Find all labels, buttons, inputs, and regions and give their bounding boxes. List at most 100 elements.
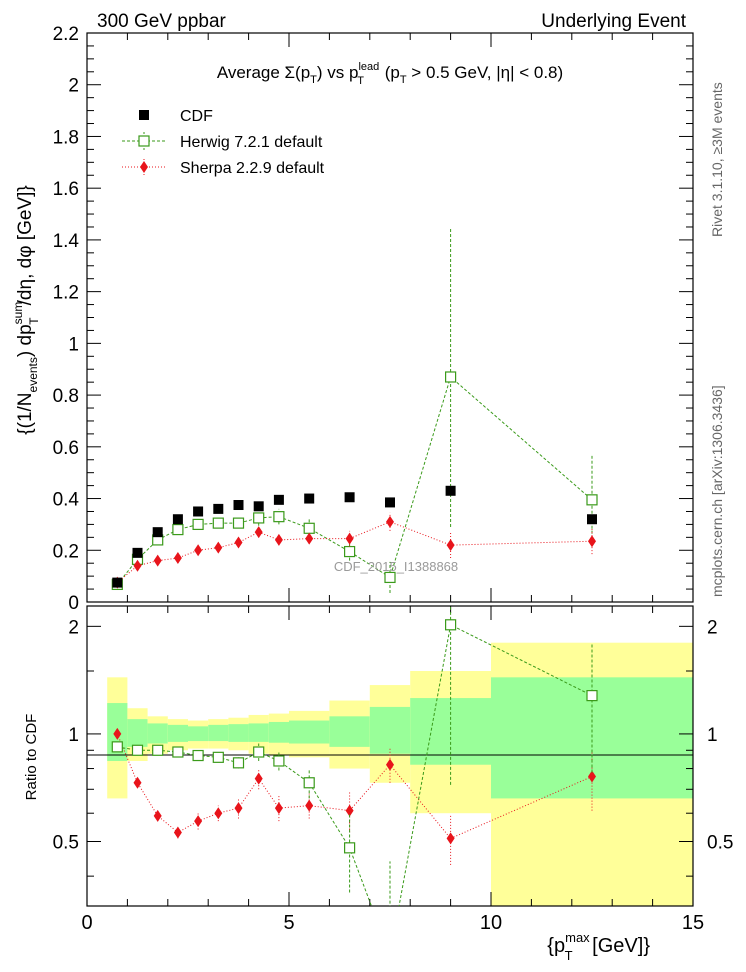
ratio-band-inner: [248, 723, 269, 742]
sherpa-point: [153, 809, 162, 822]
herwig-point: [344, 545, 356, 558]
ratio-xtick-label: 0: [81, 912, 92, 934]
x-axis-label: {pmax T [GeV]}: [547, 930, 650, 963]
legend-marker-herwig: [138, 135, 150, 147]
ratio-xtick-label: 15: [682, 912, 704, 934]
main-ytick-label: 0.4: [53, 490, 80, 511]
sherpa-point: [254, 526, 263, 539]
sherpa-point: [588, 535, 596, 548]
ratio-ylabel: Ratio to CDF: [23, 714, 40, 801]
herwig-point: [445, 619, 457, 631]
cdf-point: [213, 503, 224, 514]
ratio-band-inner: [208, 724, 229, 742]
ratio-ytick-label: 2: [68, 617, 79, 638]
main-ytick-label: 0.6: [53, 438, 79, 459]
sherpa-point: [133, 559, 142, 572]
legend-label-cdf: CDF: [180, 108, 213, 125]
sherpa-point: [345, 804, 354, 817]
ratio-band-inner: [188, 726, 209, 742]
legend-item-herwig: Herwig 7.2.1 default: [122, 132, 323, 151]
legend-item-cdf: CDF: [139, 108, 213, 125]
cdf-point: [172, 514, 183, 525]
sherpa-line: [116, 733, 593, 840]
cdf-point: [193, 506, 204, 517]
legend-label-sherpa: Sherpa 2.2.9 default: [180, 160, 325, 177]
herwig-point: [152, 744, 164, 756]
main-ytick-label: 2.2: [53, 24, 79, 45]
ratio-xtick-label: 5: [283, 912, 294, 934]
herwig-point: [212, 517, 224, 529]
herwig-point: [131, 744, 144, 756]
herwig-point: [232, 757, 245, 769]
main-ytick-label: 2: [68, 76, 79, 97]
sherpa-point: [173, 552, 182, 565]
herwig-point: [344, 842, 356, 854]
header-left: 300 GeV ppbar: [97, 11, 227, 32]
ratio-ytick-label: 0.5: [53, 833, 79, 854]
ratio-band-inner: [369, 706, 411, 754]
sherpa-point: [234, 536, 243, 549]
herwig-point: [172, 746, 184, 758]
main-ytick-label: 0.8: [53, 386, 79, 407]
main-ytick-label: 0.2: [53, 541, 79, 562]
sherpa-point: [386, 758, 394, 771]
ratio-ytick-label-right: 2: [707, 617, 718, 638]
ratio-band-inner: [268, 721, 289, 743]
sherpa-point: [214, 541, 223, 554]
sherpa-point: [386, 515, 394, 528]
cdf-point: [152, 527, 163, 538]
herwig-point: [273, 511, 285, 523]
main-ytick-label: 0: [68, 593, 79, 614]
sherpa-point: [274, 802, 283, 815]
sherpa-point: [194, 544, 203, 557]
main-ytick-label: 1.6: [53, 179, 79, 200]
legend-marker-cdf: [139, 110, 149, 120]
cdf-point: [233, 500, 244, 511]
main-panel: 0 0.2 0.4 0.6 0.8 1 1.2 1.4 1.6 1.8 2 2.2: [53, 24, 694, 614]
legend: CDF Herwig 7.2.1 default Sherpa 2.2.9 de…: [122, 108, 325, 177]
ratio-band-inner: [329, 716, 370, 747]
sherpa-point: [153, 554, 162, 567]
herwig-point: [303, 522, 315, 534]
ratio-band-inner: [167, 724, 188, 742]
sherpa-point: [446, 832, 455, 845]
sherpa-point: [173, 826, 182, 839]
ratio-ytick-label-right: 0.5: [707, 833, 733, 854]
herwig-point: [172, 523, 184, 536]
herwig-point: [192, 749, 204, 762]
cdf-point: [385, 497, 395, 508]
cdf-point: [132, 547, 143, 558]
legend-marker-sherpa: [140, 161, 148, 173]
herwig-point: [586, 690, 598, 702]
sherpa-point: [234, 802, 243, 815]
ratio-band-inner: [228, 724, 249, 742]
ratio-band-inner: [289, 720, 330, 744]
herwig-point: [445, 371, 457, 383]
sherpa-point: [345, 532, 354, 545]
cdf-point: [344, 492, 355, 503]
ratio-band-inner: [147, 723, 168, 744]
herwig-point: [273, 755, 285, 767]
legend-label-herwig: Herwig 7.2.1 default: [180, 134, 323, 151]
cdf-point: [112, 577, 123, 588]
sherpa-point: [254, 772, 263, 785]
herwig-point: [253, 512, 265, 524]
rivet-label: Rivet 3.1.10, ≥3M events: [709, 82, 725, 237]
header-right: Underlying Event: [541, 11, 686, 32]
sherpa-point: [305, 532, 314, 545]
sherpa-point: [588, 770, 596, 783]
herwig-point: [385, 950, 395, 960]
watermark: CDF_2015_I1388868: [334, 559, 458, 574]
herwig-point: [232, 517, 245, 529]
mcplots-label: mcplots.cern.ch [arXiv:1306.3436]: [709, 385, 725, 597]
chart-title: Average Σ(pT) vs plead T (pT > 0.5 GeV, |…: [217, 61, 563, 87]
cdf-point: [304, 493, 315, 504]
herwig-point: [384, 571, 396, 584]
ratio-ytick-label-right: 1: [707, 725, 718, 746]
sherpa-point: [274, 533, 283, 546]
sherpa-point: [194, 815, 203, 828]
main-ytick-label: 1.8: [53, 127, 79, 148]
main-ytick-label: 1.4: [53, 231, 80, 252]
ratio-band-inner: [127, 719, 148, 747]
herwig-point: [303, 777, 315, 789]
